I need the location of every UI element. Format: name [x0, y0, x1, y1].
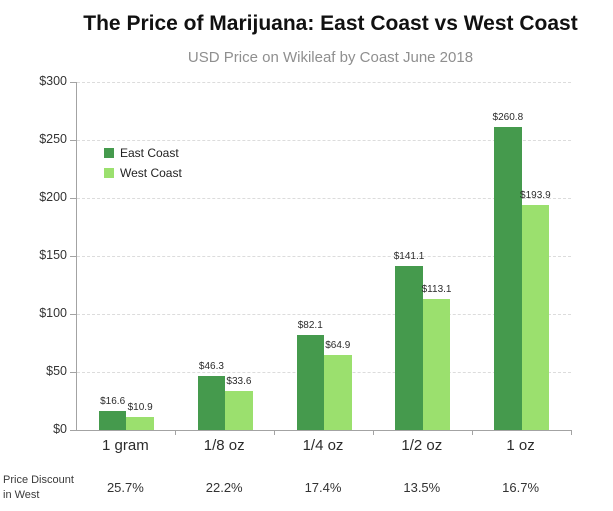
gridline-100	[77, 313, 571, 315]
value-label-east-coast-1-gram: $16.6	[100, 395, 126, 407]
y-axis-tick	[70, 371, 77, 373]
discount-value-1-8-oz: 22.2%	[205, 480, 243, 495]
y-axis-tick	[70, 255, 77, 257]
x-axis-tick	[471, 430, 473, 435]
bar-west-coast-1-2-oz	[422, 298, 451, 430]
plot-area: $0 $50 $100 $150 $200 $250 $300 $16.6 $10.9 $46.3…	[39, 74, 572, 436]
legend-label-east-coast: East Coast	[120, 146, 179, 160]
chart-title: The Price of Marijuana: East Coast vs We…	[83, 12, 578, 35]
y-axis-tick	[70, 197, 77, 199]
legend-swatch-icon-west-coast	[104, 168, 114, 178]
y-axis-label: $100	[39, 306, 67, 320]
discount-value-1-4-oz: 17.4%	[304, 480, 342, 495]
bar-east-coast-1-2-oz	[395, 266, 423, 430]
y-axis-label: $0	[53, 422, 67, 436]
value-label-west-coast-1-8-oz: $33.6	[226, 376, 252, 388]
x-axis-label-1-oz: 1 oz	[506, 437, 535, 454]
discount-value-1-2-oz: 13.5%	[403, 480, 441, 495]
discount-value-1-gram: 25.7%	[106, 480, 144, 495]
x-axis-tick	[175, 430, 177, 435]
bar-east-coast-1-gram	[98, 410, 127, 430]
legend-item-east-coast: East Coast	[104, 146, 182, 160]
y-axis-tick	[70, 139, 77, 141]
y-axis-label: $150	[39, 248, 67, 262]
x-axis-label-1-4-oz: 1/4 oz	[302, 437, 344, 454]
value-label-east-coast-1-4-oz: $82.1	[297, 319, 323, 331]
y-axis-label: $200	[39, 190, 67, 204]
y-axis-label: $250	[39, 132, 67, 146]
chart-subtitle: USD Price on Wikileaf by Coast June 2018	[187, 49, 474, 66]
y-axis-label: $50	[46, 364, 67, 378]
bar-west-coast-1-oz	[521, 205, 550, 430]
x-axis-label-1-8-oz: 1/8 oz	[203, 437, 245, 454]
gridline-250	[77, 139, 571, 141]
value-label-west-coast-1-gram: $10.9	[127, 402, 153, 414]
bar-east-coast-1-oz	[494, 127, 522, 430]
y-axis-tick	[70, 313, 77, 315]
y-axis-tick	[70, 429, 77, 431]
price-discount-row-label-line1: Price Discount	[3, 474, 74, 486]
y-axis-label: $300	[39, 74, 67, 88]
bar-west-coast-1-4-oz	[324, 354, 352, 430]
value-label-east-coast-1-2-oz: $141.1	[393, 251, 425, 263]
bar-east-coast-1-8-oz	[197, 376, 226, 430]
legend: East Coast West Coast	[104, 146, 182, 186]
gridline-150	[77, 255, 571, 257]
price-discount-row-label-line2: in West	[3, 489, 40, 501]
x-axis-label-1-2-oz: 1/2 oz	[401, 437, 443, 454]
value-label-west-coast-1-4-oz: $64.9	[325, 339, 351, 351]
bar-west-coast-1-gram	[126, 417, 154, 430]
discount-value-1-oz: 16.7%	[502, 480, 540, 495]
bar-west-coast-1-8-oz	[225, 391, 253, 430]
y-axis-tick	[70, 81, 77, 83]
x-axis-tick	[570, 430, 572, 435]
gridline-300	[77, 81, 571, 83]
gridline-200	[77, 197, 571, 199]
x-axis-label-1-gram: 1 gram	[102, 437, 149, 454]
legend-label-west-coast: West Coast	[120, 166, 182, 180]
value-label-west-coast-1-oz: $193.9	[520, 190, 551, 202]
x-axis-tick	[372, 430, 374, 435]
value-label-east-coast-1-8-oz: $46.3	[198, 361, 224, 373]
value-label-east-coast-1-oz: $260.8	[492, 112, 524, 124]
legend-swatch-icon-east-coast	[104, 148, 114, 158]
x-axis-tick	[274, 430, 276, 435]
bar-east-coast-1-4-oz	[296, 334, 324, 430]
legend-item-west-coast: West Coast	[104, 166, 182, 180]
price-discount-row-label: Price Discount in West	[3, 473, 74, 503]
value-label-west-coast-1-2-oz: $113.1	[421, 283, 452, 295]
